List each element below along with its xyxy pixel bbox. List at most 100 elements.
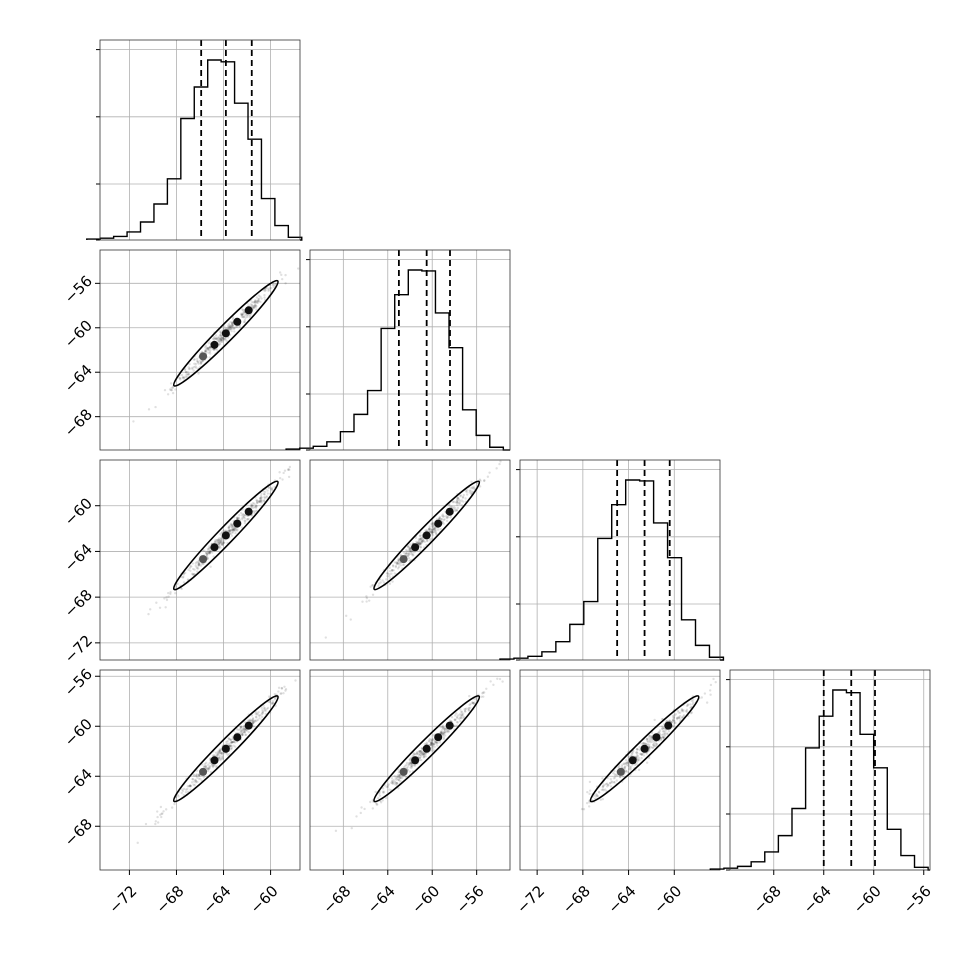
scatter-point [410,549,413,553]
scatter-point [177,795,180,798]
scatter-point [197,563,200,566]
scatter-point [216,338,219,341]
scatter-point [653,742,656,745]
scatter-point [255,304,258,308]
scatter-point [624,765,627,768]
scatter-point [201,562,204,566]
panel-frame [99,459,301,661]
scatter-point [418,542,422,546]
scatter-point [232,527,235,531]
scatter-point [461,495,465,499]
scatter-point [243,519,246,523]
scatter-point [441,734,444,737]
scatter-point [242,311,245,314]
scatter-point [222,541,226,544]
scatter-point [202,765,206,768]
scatter-point [404,764,407,768]
scatter-point [387,783,390,786]
scatter-point [416,542,420,545]
scatter-point [605,782,609,785]
scatter-point [395,561,398,565]
scatter-point [196,780,199,784]
scatter-point [666,732,669,736]
ytick-label: −60 [61,316,96,351]
scatter-point [676,718,679,721]
scatter-point [162,810,165,813]
scatter-point [464,489,468,493]
scatter-point [228,326,231,330]
scatter-point [678,711,682,714]
scatter-point [241,731,244,735]
scatter-point [190,572,194,575]
scatter-point [454,509,457,512]
scatter-point [424,529,427,532]
scatter-point [261,712,264,715]
scatter-point [391,565,395,568]
scatter-point [231,325,235,328]
scatter-point [216,750,220,753]
scatter-point [207,766,210,769]
scatter-point [192,773,195,776]
scatter-point [410,762,413,766]
scatter-point [230,329,233,333]
scatter-point [613,773,617,776]
scatter-point [642,742,646,745]
scatter-point [284,282,287,285]
scatter-point [427,527,431,530]
scatter-point [624,770,627,774]
scatter-point [442,731,446,735]
scatter-point [219,539,222,542]
scatter-point [187,372,191,376]
scatter-point [604,782,608,786]
scatter-point [229,741,233,744]
scatter-point [250,514,254,517]
scatter-point [263,490,267,494]
scatter-point [601,797,604,801]
scatter-point [665,732,669,735]
ytick-label: −72 [61,632,96,667]
scatter-point [431,747,435,750]
scatter-point [163,388,167,392]
scatter-point [278,471,281,474]
scatter-point [264,709,267,712]
scatter-point [623,762,626,766]
scatter-point [199,777,202,781]
scatter-point [441,520,444,524]
scatter-point [231,324,235,327]
scatter-point [430,531,433,534]
scatter-point [170,386,173,390]
scatter-point [227,529,230,532]
scatter-point [271,700,275,703]
scatter-point [233,740,236,744]
scatter-point [421,540,424,543]
scatter-point [345,614,348,618]
histogram-1 [285,269,510,451]
scatter-point [230,322,234,326]
scatter-point [397,559,400,562]
scatter-point [458,717,461,721]
scatter-point [250,504,254,507]
scatter-point [198,359,202,362]
scatter-point [217,539,221,542]
scatter-point [182,793,185,797]
scatter-point [420,540,424,543]
scatter-point [438,515,442,519]
scatter-point [188,566,192,570]
scatter-point [283,469,287,472]
panel-0-0 [86,39,303,241]
scatter-point [227,526,231,529]
scatter-point [219,338,223,342]
scatter-point [686,704,689,707]
scatter-point [417,538,421,541]
scatter-point [232,327,236,331]
scatter-point [422,752,426,756]
scatter-point [234,529,237,532]
scatter-point [194,781,197,784]
scatter-point [197,362,200,365]
scatter-point [254,509,257,513]
scatter-point [193,362,196,365]
scatter-point [156,810,159,813]
scatter-point [628,766,632,769]
scatter-point [242,725,246,728]
scatter-point [419,751,423,754]
